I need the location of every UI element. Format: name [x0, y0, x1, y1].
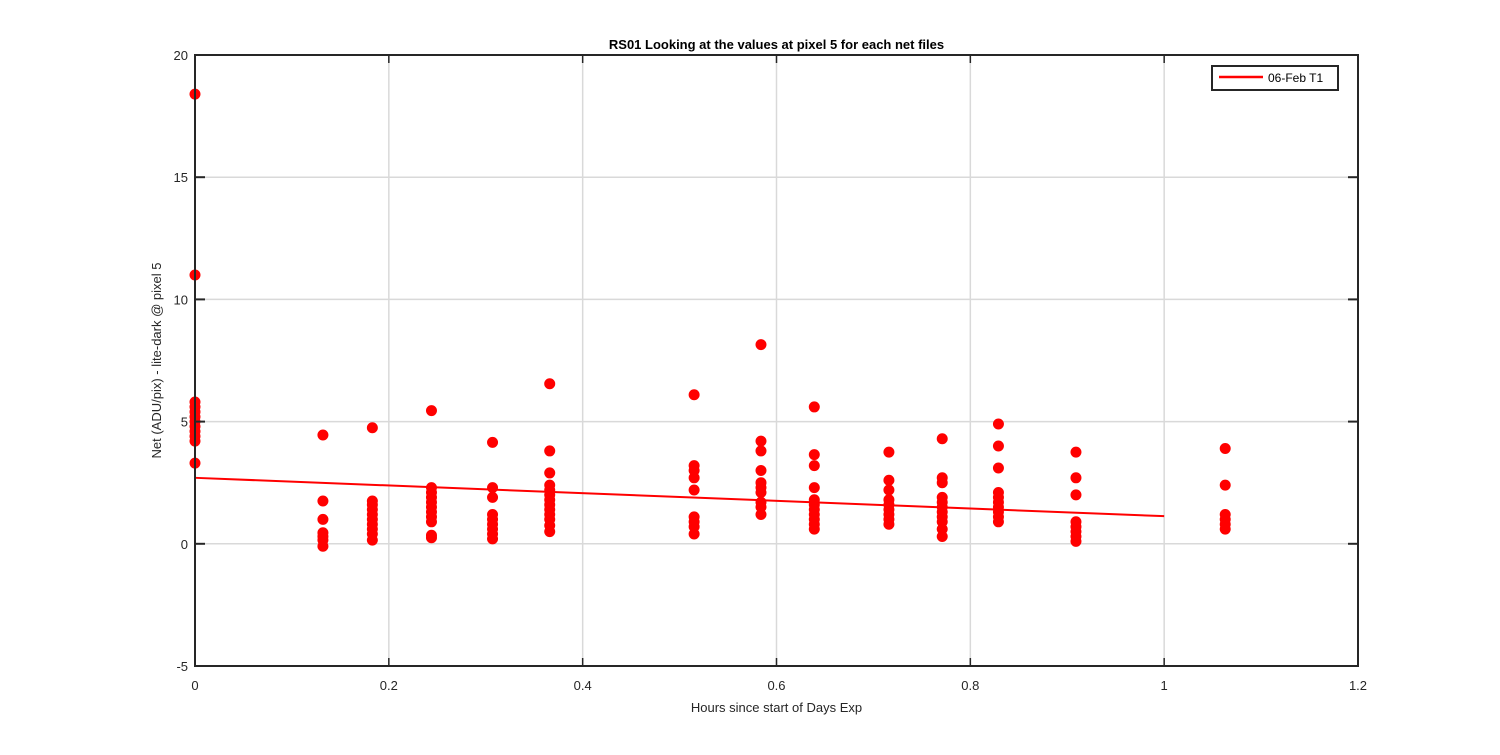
data-point [1219, 479, 1231, 491]
data-point [487, 436, 499, 448]
data-point [688, 484, 700, 496]
data-point [317, 540, 329, 552]
data-point [808, 401, 820, 413]
y-tick-label: 0 [181, 537, 188, 552]
data-point [755, 486, 767, 498]
data-point [487, 482, 499, 494]
x-tick-label: 0.4 [574, 678, 592, 693]
data-point [1070, 446, 1082, 458]
x-tick-label: 1 [1161, 678, 1168, 693]
data-point [425, 532, 437, 544]
y-tick-label: -5 [176, 659, 188, 674]
data-point [992, 418, 1004, 430]
data-point [992, 516, 1004, 528]
data-point [936, 433, 948, 445]
data-point [317, 429, 329, 441]
data-point [1070, 472, 1082, 484]
data-point [936, 477, 948, 489]
trend-line [194, 476, 1165, 518]
y-tick-label: 20 [174, 48, 188, 63]
data-point [1070, 489, 1082, 501]
data-point [317, 495, 329, 507]
data-point [883, 474, 895, 486]
data-point [425, 405, 437, 417]
legend-entry-label: 06-Feb T1 [1268, 71, 1323, 85]
data-point [544, 526, 556, 538]
data-point [808, 523, 820, 535]
data-point [755, 464, 767, 476]
y-tick-label: 15 [174, 170, 188, 185]
y-axis-label: Net (ADU/pix) - lite-dark @ pixel 5 [149, 263, 164, 459]
data-point [317, 513, 329, 525]
data-point [1070, 535, 1082, 547]
y-tick-label: 10 [174, 292, 188, 307]
data-point [425, 516, 437, 528]
data-point [688, 389, 700, 401]
data-point [755, 435, 767, 447]
data-point [883, 446, 895, 458]
data-point [808, 460, 820, 472]
chart-title: RS01 Looking at the values at pixel 5 fo… [609, 37, 944, 52]
data-point [487, 533, 499, 545]
data-point [755, 339, 767, 351]
data-point [808, 449, 820, 461]
data-point [1219, 442, 1231, 454]
data-point [544, 378, 556, 390]
x-tick-label: 0 [191, 678, 198, 693]
data-point [808, 482, 820, 494]
data-point [992, 440, 1004, 452]
x-tick-label: 0.8 [961, 678, 979, 693]
data-point [487, 491, 499, 503]
x-tick-label: 0.2 [380, 678, 398, 693]
legend: 06-Feb T1 [1211, 65, 1339, 91]
data-layer [189, 88, 1231, 552]
data-point [544, 445, 556, 457]
data-point [755, 508, 767, 520]
x-tick-label: 1.2 [1349, 678, 1367, 693]
x-axis-label: Hours since start of Days Exp [691, 700, 862, 715]
data-point [366, 422, 378, 434]
y-tick-label: 5 [181, 415, 188, 430]
data-point [688, 528, 700, 540]
data-point [883, 484, 895, 496]
data-point [544, 467, 556, 479]
data-point [688, 472, 700, 484]
data-point [936, 530, 948, 542]
x-tick-label: 0.6 [767, 678, 785, 693]
data-point [366, 534, 378, 546]
data-point [883, 518, 895, 530]
data-point [992, 462, 1004, 474]
data-point [1219, 523, 1231, 535]
data-point [755, 445, 767, 457]
